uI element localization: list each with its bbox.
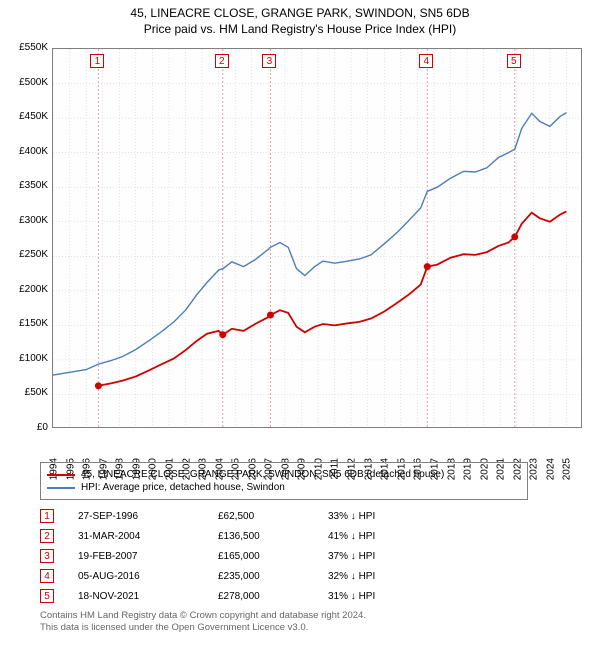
- sale-marker-2: 2: [215, 54, 229, 68]
- y-tick-label: £200K: [0, 284, 48, 295]
- sale-marker-3: 3: [262, 54, 276, 68]
- sale-date: 05-AUG-2016: [78, 571, 218, 582]
- footer-attribution: Contains HM Land Registry data © Crown c…: [40, 610, 366, 635]
- y-tick-label: £350K: [0, 180, 48, 191]
- sale-diff: 31% ↓ HPI: [328, 591, 438, 602]
- sale-marker-5: 5: [507, 54, 521, 68]
- legend-swatch: [47, 474, 75, 476]
- sale-row-marker: 3: [40, 549, 54, 563]
- chart-title: 45, LINEACRE CLOSE, GRANGE PARK, SWINDON…: [0, 0, 600, 20]
- y-tick-label: £0: [0, 422, 48, 433]
- sale-row-marker: 2: [40, 529, 54, 543]
- sale-date: 27-SEP-1996: [78, 511, 218, 522]
- sale-date: 31-MAR-2004: [78, 531, 218, 542]
- legend-swatch: [47, 487, 75, 489]
- y-tick-label: £100K: [0, 353, 48, 364]
- footer-line: Contains HM Land Registry data © Crown c…: [40, 610, 366, 622]
- y-tick-label: £50K: [0, 387, 48, 398]
- sale-row: 5 18-NOV-2021£278,00031% ↓ HPI: [40, 586, 438, 606]
- sales-table: 1 27-SEP-1996£62,50033% ↓ HPI 2 31-MAR-2004…: [40, 506, 438, 606]
- sale-diff: 37% ↓ HPI: [328, 551, 438, 562]
- x-tick-label: 2023: [529, 458, 540, 480]
- sale-date: 19-FEB-2007: [78, 551, 218, 562]
- footer-line: This data is licensed under the Open Gov…: [40, 622, 366, 634]
- y-tick-label: £400K: [0, 146, 48, 157]
- sale-date: 18-NOV-2021: [78, 591, 218, 602]
- sale-price: £62,500: [218, 511, 328, 522]
- y-tick-label: £500K: [0, 77, 48, 88]
- sale-marker-4: 4: [419, 54, 433, 68]
- y-tick-label: £450K: [0, 111, 48, 122]
- y-tick-label: £550K: [0, 42, 48, 53]
- sale-row-marker: 5: [40, 589, 54, 603]
- sale-price: £278,000: [218, 591, 328, 602]
- x-tick-label: 2024: [545, 458, 556, 480]
- x-tick-label: 2025: [562, 458, 573, 480]
- price-chart: [52, 48, 582, 428]
- sale-price: £165,000: [218, 551, 328, 562]
- sale-marker-1: 1: [90, 54, 104, 68]
- sale-row: 1 27-SEP-1996£62,50033% ↓ HPI: [40, 506, 438, 526]
- sale-row-marker: 1: [40, 509, 54, 523]
- sale-diff: 32% ↓ HPI: [328, 571, 438, 582]
- sale-row: 4 05-AUG-2016£235,00032% ↓ HPI: [40, 566, 438, 586]
- chart-subtitle: Price paid vs. HM Land Registry's House …: [0, 20, 600, 36]
- sale-price: £136,500: [218, 531, 328, 542]
- legend: 45, LINEACRE CLOSE, GRANGE PARK, SWINDON…: [40, 462, 528, 500]
- sale-row: 3 19-FEB-2007£165,00037% ↓ HPI: [40, 546, 438, 566]
- legend-label: HPI: Average price, detached house, Swin…: [81, 482, 285, 493]
- sale-row-marker: 4: [40, 569, 54, 583]
- sale-diff: 41% ↓ HPI: [328, 531, 438, 542]
- sale-price: £235,000: [218, 571, 328, 582]
- legend-item-hpi: HPI: Average price, detached house, Swin…: [47, 482, 521, 493]
- y-tick-label: £150K: [0, 318, 48, 329]
- sale-diff: 33% ↓ HPI: [328, 511, 438, 522]
- sale-row: 2 31-MAR-2004£136,50041% ↓ HPI: [40, 526, 438, 546]
- y-tick-label: £300K: [0, 215, 48, 226]
- legend-item-property: 45, LINEACRE CLOSE, GRANGE PARK, SWINDON…: [47, 469, 521, 480]
- legend-label: 45, LINEACRE CLOSE, GRANGE PARK, SWINDON…: [81, 469, 444, 480]
- y-tick-label: £250K: [0, 249, 48, 260]
